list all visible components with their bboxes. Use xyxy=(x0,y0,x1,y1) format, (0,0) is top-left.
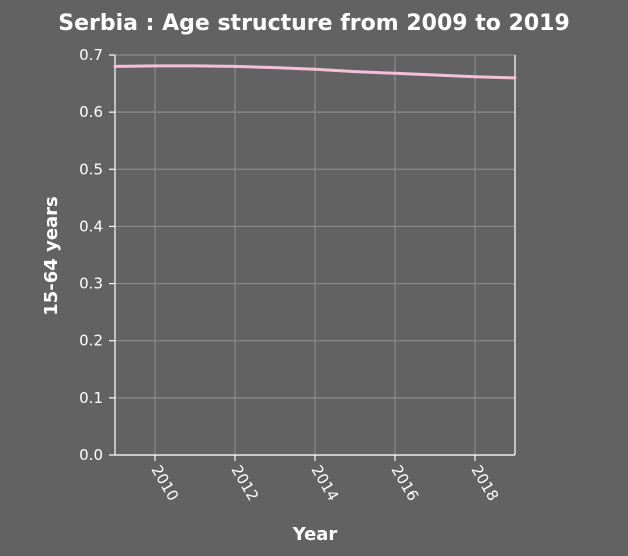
y-tick-label: 0.4 xyxy=(79,217,103,235)
x-tick-label: 2010 xyxy=(148,462,183,504)
x-axis-label: Year xyxy=(292,524,338,545)
chart-title: Serbia : Age structure from 2009 to 2019 xyxy=(58,11,570,36)
series-layer xyxy=(113,64,517,80)
y-tick-label: 0.0 xyxy=(79,446,103,464)
x-tick-label: 2012 xyxy=(228,462,263,504)
y-tick-label: 0.2 xyxy=(79,332,103,350)
y-tick-label: 0.1 xyxy=(79,389,103,407)
x-tick-label: 2018 xyxy=(468,462,503,504)
x-tick-label: 2014 xyxy=(308,462,343,504)
y-tick-label: 0.7 xyxy=(79,46,103,64)
x-tick-label: 2016 xyxy=(388,462,423,504)
y-tick-label: 0.5 xyxy=(79,160,103,178)
y-tick-label: 0.3 xyxy=(79,275,103,293)
axes: 0.0 0.1 0.2 0.3 0.4 0.5 0.6 0.7 2010 2012 2014 2016… xyxy=(79,46,516,504)
y-axis-label: 15-64 years xyxy=(41,196,62,316)
grid xyxy=(115,54,515,456)
y-tick-label: 0.6 xyxy=(79,103,103,121)
series-line xyxy=(113,64,517,80)
